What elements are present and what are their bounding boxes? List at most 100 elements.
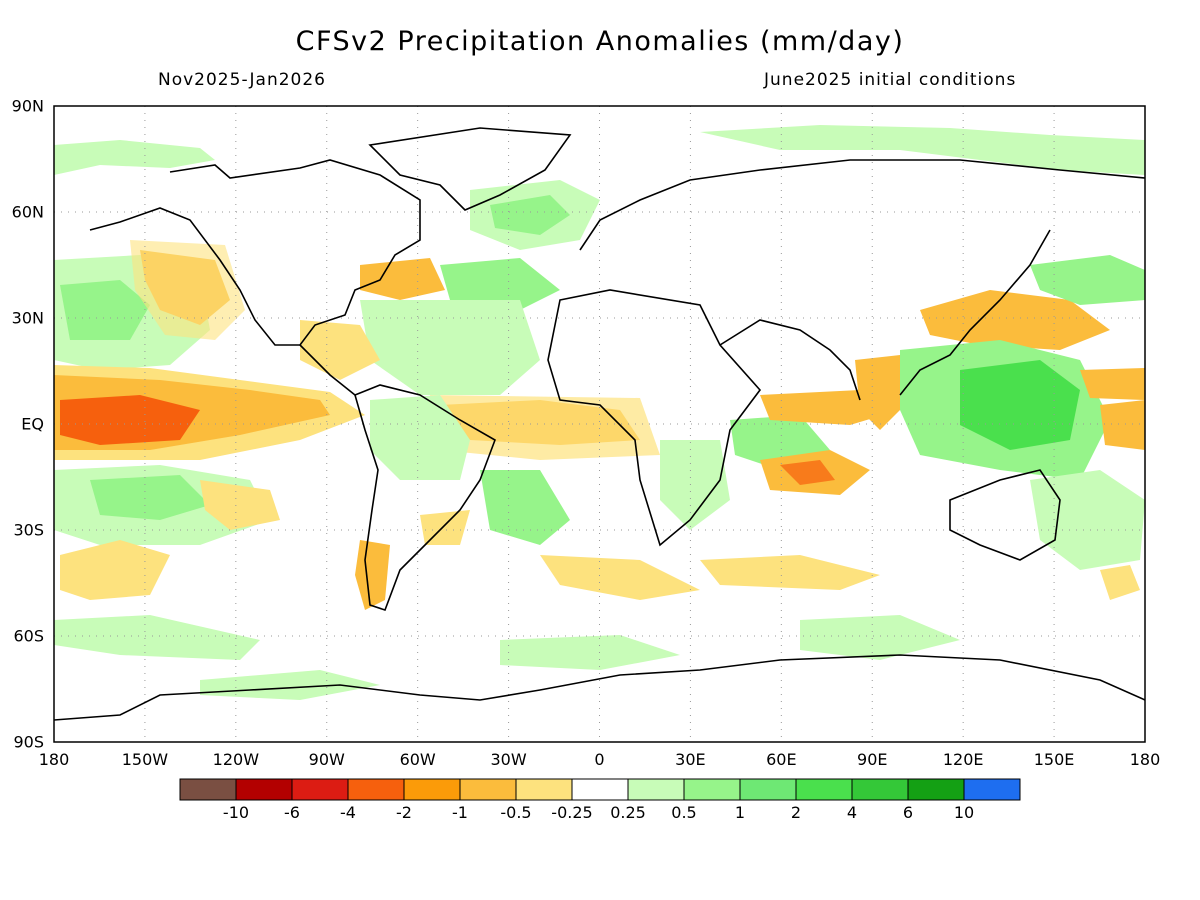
longitude-label: 0 [594,750,605,769]
anomaly-dry-satl [540,555,700,600]
anomaly-dry-spac [60,540,170,600]
longitude-label: 90E [857,750,888,769]
colorbar-label: 2 [790,803,802,822]
colorbar-label: 1 [734,803,746,822]
coastline-greenland [368,127,572,211]
latitude-label: 30N [11,308,44,328]
colorbar-swatch [179,778,237,801]
longitude-label: 120W [212,750,260,769]
colorbar-swatch [515,778,573,801]
longitude-label: 120E [942,750,984,769]
anomaly-dry-cpac-north [1080,368,1145,400]
anomaly-wet-antarctic-coast [200,670,380,700]
graticule [54,106,1145,742]
longitude-label: 150W [121,750,169,769]
colorbar-swatch [907,778,965,801]
colorbar-label: -2 [396,803,412,822]
anomaly-wet-npac-core [60,280,150,340]
anomaly-dry-sio-light [700,555,880,590]
initial-conditions: June2025 initial conditions [764,70,1017,90]
colorbar-swatch [291,778,349,801]
map-frame [53,105,1146,743]
latitude-label: 60S [13,626,44,646]
anomaly-wet-so-pac [54,615,260,660]
colorbar-label: -6 [284,803,300,822]
anomaly-dry-io-south-core [780,460,835,485]
colorbar-swatch [627,778,685,801]
coastline-australia [949,469,1061,561]
anomaly-wet-so-ind [800,615,960,660]
anomaly-wet-so-atl [500,635,680,670]
colorbar-swatch [963,778,1021,801]
latitude-label: 90N [11,96,44,116]
colorbar-swatch [459,778,517,801]
colorbar [179,778,1021,801]
forecast-period: Nov2025-Jan2026 [158,70,326,90]
longitude-label: 60W [399,750,436,769]
coastline-south-america [354,384,496,612]
anomaly-dry-sa-east [420,510,470,545]
longitude-label: 180 [38,750,70,769]
anomaly-dry-bay-bengal [855,355,910,430]
latitude-label: 30S [13,520,44,540]
anomaly-dry-cpac-eq [1100,400,1145,450]
anomaly-dry-trop-atl-light [430,395,660,460]
coastline-europe-asia [579,159,1145,251]
anomaly-wet-nwpac-north [1030,255,1145,305]
anomaly-wet-spac-core [90,475,210,520]
colorbar-swatch [851,778,909,801]
colorbar-label: 6 [902,803,914,822]
anomaly-dry-nz [1100,565,1140,600]
anomaly-dry-spac-east [200,480,280,530]
colorbar-label: 10 [953,803,975,822]
colorbar-swatch [403,778,461,801]
anomaly-dry-sa-south [355,540,390,610]
colorbar-label: -1 [452,803,468,822]
anomaly-field [54,125,1145,700]
anomaly-wet-arctic-east [700,125,1145,175]
colorbar-swatch [795,778,853,801]
anomaly-wet-s-africa [660,440,730,530]
anomaly-dry-epac-core [60,395,200,445]
longitude-label: 60E [766,750,797,769]
longitude-label: 90W [308,750,345,769]
colorbar-label: 4 [846,803,858,822]
coastline-africa [547,289,762,547]
latitude-label: EQ [21,414,44,434]
coastline-antarctica [54,654,1145,721]
anomaly-wet-natl-light [360,300,540,395]
anomaly-wet-australia [1030,470,1145,570]
colorbar-swatch [739,778,797,801]
longitude-label: 180 [1129,750,1161,769]
longitude-label: 30E [675,750,706,769]
latitude-label: 60N [11,202,44,222]
colorbar-swatch [347,778,405,801]
coastline-north-america [89,159,421,346]
anomaly-wet-satl [480,470,570,545]
map-title: CFSv2 Precipitation Anomalies (mm/day) [295,26,905,57]
colorbar-label: 0.25 [610,803,646,822]
latitude-label: 90S [13,732,44,752]
colorbar-label: -0.5 [500,803,532,822]
longitude-label: 150E [1033,750,1075,769]
anomaly-wet-amazon [370,395,470,480]
coastline-arabia-india [719,319,861,401]
coastline-asia-east [899,229,1051,396]
anomaly-dry-nwpac [920,290,1110,350]
anomaly-dry-npac-light [130,240,245,340]
anomaly-wet-greenland-sea-core [490,195,570,235]
anomaly-wet-arctic [54,140,215,175]
colorbar-label: -4 [340,803,356,822]
anomaly-wet-wpac-core [960,360,1080,450]
anomaly-wet-natl [440,258,560,310]
coastline-central-america [299,344,356,396]
coastlines [54,127,1145,721]
colorbar-swatch [235,778,293,801]
colorbar-swatch [683,778,741,801]
longitude-label: 30W [490,750,527,769]
colorbar-label: 0.5 [671,803,697,822]
colorbar-label: -10 [222,803,250,822]
anomaly-dry-natl [360,258,445,300]
colorbar-label: -0.25 [551,803,593,822]
